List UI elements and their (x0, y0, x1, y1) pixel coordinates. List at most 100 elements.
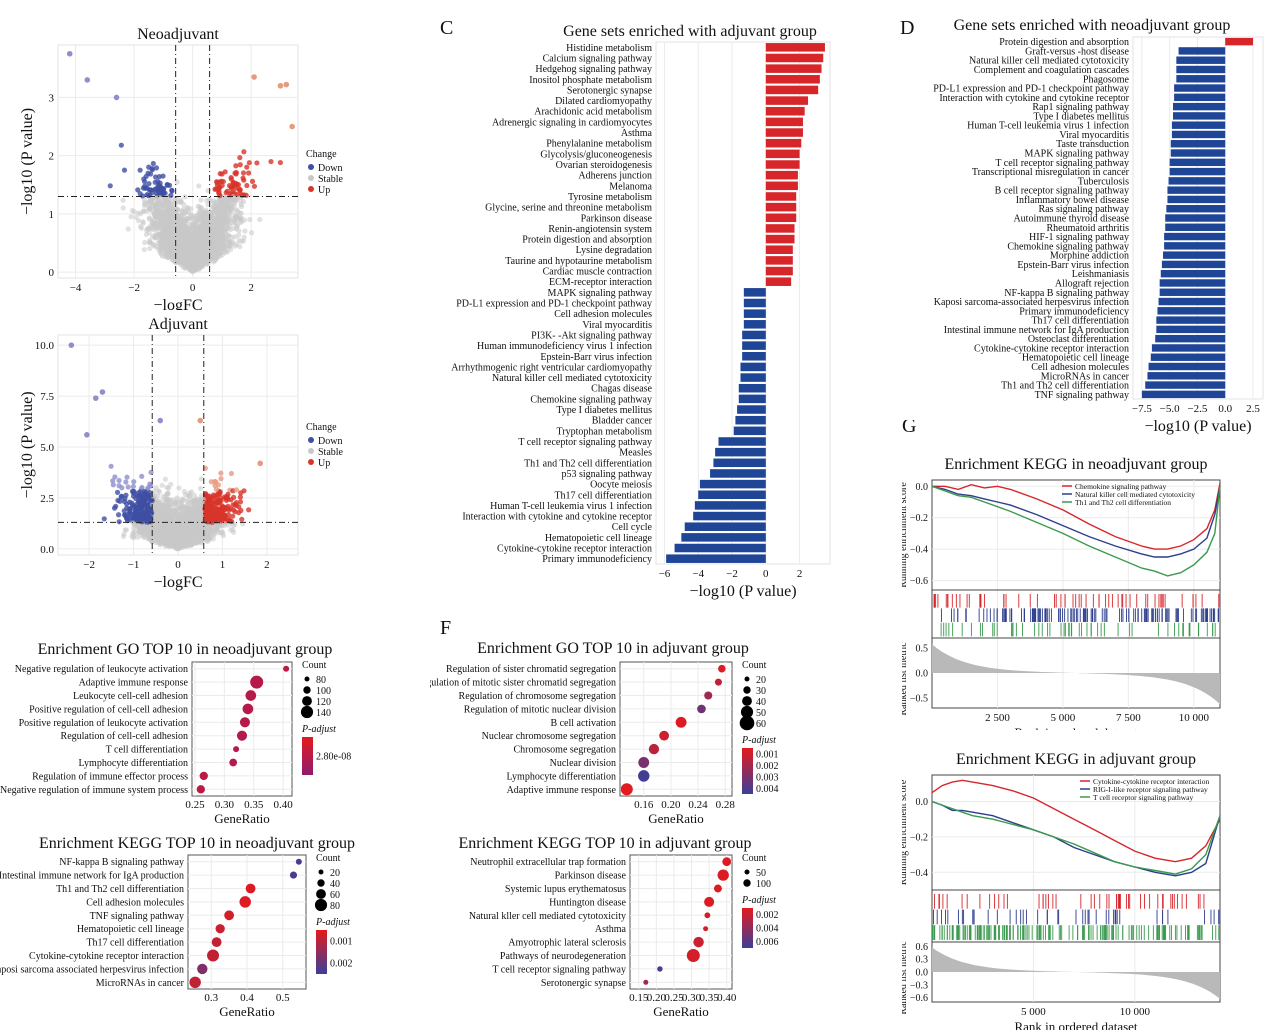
data-point (123, 527, 130, 533)
data-point (107, 183, 113, 189)
y-tick-label: 0 (49, 267, 55, 279)
data-point (236, 232, 242, 238)
data-point (214, 233, 220, 239)
data-point (148, 469, 154, 475)
data-point (217, 192, 223, 199)
data-point (214, 179, 220, 185)
data-point (115, 512, 122, 518)
data-point (196, 240, 203, 246)
y-tick-label: 0.0 (40, 544, 54, 556)
data-point (157, 232, 163, 238)
data-point (147, 237, 153, 244)
data-point (251, 183, 258, 189)
data-point (244, 182, 250, 189)
data-point (222, 169, 228, 175)
data-point (211, 227, 217, 234)
data-point (234, 191, 240, 198)
data-point (179, 255, 185, 261)
data-point (207, 257, 213, 263)
x-tick-label: −4 (70, 282, 82, 294)
data-point (251, 74, 257, 80)
data-point (246, 160, 252, 166)
data-point (210, 203, 216, 209)
data-point (214, 237, 220, 244)
data-point (172, 259, 178, 265)
data-point (84, 77, 91, 83)
data-point (241, 149, 247, 155)
data-point (113, 503, 119, 509)
data-point (142, 197, 148, 203)
y-tick-label: 2 (49, 151, 55, 163)
x-tick-label: 2 (264, 559, 270, 571)
x-tick-label: −2 (83, 559, 95, 571)
data-point (230, 513, 236, 519)
data-point (146, 216, 152, 222)
data-point (175, 238, 181, 245)
data-point (241, 217, 248, 223)
data-point (166, 204, 172, 210)
data-point (227, 198, 233, 205)
x-tick-label: 2 (248, 282, 254, 294)
data-point (198, 258, 205, 264)
data-point (139, 484, 145, 491)
data-point (203, 209, 209, 215)
data-point (135, 187, 141, 193)
x-tick-label: 1 (220, 559, 226, 571)
legend-swatch (308, 175, 314, 181)
data-point (164, 490, 171, 497)
data-point (112, 474, 118, 480)
data-point (277, 159, 284, 166)
data-point (246, 170, 252, 176)
data-point (114, 489, 121, 495)
data-point (239, 516, 245, 522)
data-point (182, 261, 188, 267)
data-point (184, 252, 190, 258)
data-point (232, 243, 238, 249)
data-point (201, 236, 207, 242)
x-tick-label: −1 (128, 559, 140, 571)
legend-swatch (308, 164, 314, 170)
data-point (130, 483, 136, 490)
data-point (149, 165, 155, 172)
data-point (147, 245, 153, 252)
data-point (195, 252, 201, 258)
legend-swatch (308, 186, 314, 192)
data-point (247, 216, 253, 223)
data-point (193, 218, 200, 225)
data-point (242, 228, 248, 234)
data-point (187, 260, 193, 266)
data-point (162, 227, 168, 233)
data-point (142, 183, 148, 189)
data-point (249, 178, 256, 184)
data-point (159, 482, 165, 488)
data-point (196, 183, 202, 189)
data-point (120, 205, 126, 211)
data-point (156, 211, 162, 217)
x-tick-label: 0 (175, 559, 181, 571)
data-point (179, 243, 185, 249)
data-point (153, 200, 159, 207)
data-point (166, 210, 173, 216)
data-point (128, 214, 134, 220)
data-point (152, 174, 159, 180)
data-point (150, 241, 157, 248)
data-point (215, 251, 221, 257)
data-point (153, 165, 160, 171)
data-point (169, 188, 175, 194)
data-point (212, 483, 218, 489)
data-point (146, 206, 153, 212)
data-point (141, 246, 147, 253)
data-point (145, 200, 151, 206)
data-point (207, 228, 213, 234)
y-tick-label: 2.5 (40, 493, 54, 505)
data-point (222, 244, 228, 250)
data-point (178, 199, 184, 205)
data-point (152, 187, 159, 193)
data-point (205, 244, 211, 250)
x-tick-label: 0 (190, 282, 196, 294)
data-point (211, 210, 217, 216)
data-point (157, 180, 163, 186)
data-point (189, 233, 195, 239)
data-point (246, 507, 252, 513)
